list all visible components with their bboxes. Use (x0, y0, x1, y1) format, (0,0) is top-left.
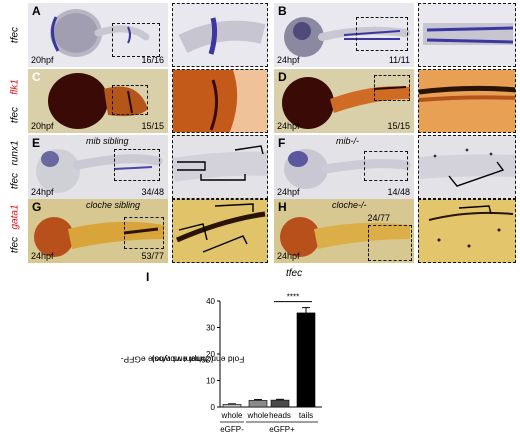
embryo-b (284, 17, 410, 57)
stage-d: 24hpf (277, 121, 300, 131)
panel-letter-b: B (278, 4, 287, 18)
x-tick-label: heads (269, 411, 291, 420)
count-h: 24/77 (367, 213, 390, 223)
bar (222, 404, 242, 408)
condition-h: cloche-/- (332, 200, 367, 210)
stage-e: 24hpf (31, 187, 54, 197)
x-tick-label: whole (221, 411, 243, 420)
row-2: tfec flk1 C 20hpf 15/15 D 24hpf 15/15 (0, 69, 520, 133)
panel-letter-g: G (32, 200, 42, 214)
zoom-b (418, 3, 516, 67)
row-4-label: tfec gata1 (9, 204, 21, 254)
stage-h: 24hpf (277, 251, 300, 261)
embryo-c (48, 73, 148, 129)
embryo-e (36, 149, 163, 193)
roi-box-h (368, 225, 412, 261)
x-tick-label: tails (299, 411, 313, 420)
count-g: 53/77 (141, 251, 164, 261)
y-tick-label: 10 (206, 377, 215, 386)
panel-letter-c: C (32, 70, 41, 84)
embryo-h (280, 217, 410, 257)
condition-f: mib-/- (336, 136, 359, 146)
row-4: tfec gata1 cloche sibling G 24hpf 53/77 … (0, 199, 520, 263)
embryo-g (34, 217, 164, 257)
y-tick-label: 20 (206, 350, 215, 359)
y-tick-label: 30 (206, 324, 215, 333)
panel-e: mib sibling E 24hpf 34/48 (28, 135, 168, 199)
stage-g: 24hpf (31, 251, 54, 261)
embryo-f (284, 149, 411, 189)
condition-e: mib sibling (86, 136, 129, 146)
zoom-d (418, 69, 516, 133)
stage-a: 20hpf (31, 55, 54, 65)
count-f: 14/48 (387, 187, 410, 197)
row-3-label: tfec runx1 (9, 140, 21, 190)
stage-b: 24hpf (277, 55, 300, 65)
row-3: tfec runx1 mib sibling E 24hpf 34/48 mib… (0, 135, 520, 199)
panel-letter-d: D (278, 70, 287, 84)
stage-c: 20hpf (31, 121, 54, 131)
embryo-d (282, 77, 410, 129)
y-tick-label: 0 (211, 403, 216, 412)
stage-f: 24hpf (277, 187, 300, 197)
roi-box-d (374, 75, 410, 101)
panel-letter-a: A (32, 4, 41, 18)
roi-box-g (124, 217, 164, 249)
panel-f: mib-/- F 24hpf 14/48 (274, 135, 414, 199)
group-label: eGFP+ (269, 425, 295, 434)
significance-label: **** (287, 293, 299, 302)
count-e: 34/48 (141, 187, 164, 197)
panel-d: D 24hpf 15/15 (274, 69, 414, 133)
count-a: 16/16 (141, 55, 164, 65)
count-d: 15/15 (387, 121, 410, 131)
panel-letter-f: F (278, 136, 286, 150)
panel-h: cloche-/- H 24hpf 24/77 (274, 199, 414, 263)
roi-box-a (112, 23, 160, 57)
roi-box-c (112, 85, 148, 115)
roi-box-f (364, 151, 408, 181)
condition-g: cloche sibling (86, 200, 141, 210)
panel-a: A 20hpf 16/16 (28, 3, 168, 67)
bar (248, 400, 268, 408)
count-b: 11/11 (388, 55, 410, 65)
roi-box-b (356, 17, 408, 51)
panel-letter-e: E (32, 136, 41, 150)
roi-box-e (114, 149, 160, 181)
row-1: tfec A 20hpf 16/16 B 24hpf 11/11 (0, 3, 520, 67)
panel-letter-h: H (278, 200, 287, 214)
panel-i-letter: I (146, 270, 150, 284)
chart-title: tfec (286, 268, 303, 279)
zoom-h (418, 199, 516, 263)
bar (296, 312, 316, 408)
zoom-e (172, 135, 268, 199)
panel-c: C 20hpf 15/15 (28, 69, 168, 133)
zoom-c (172, 69, 268, 133)
panel-g: cloche sibling G 24hpf 53/77 (28, 199, 168, 263)
zoom-f (418, 135, 516, 199)
zoom-g (172, 199, 268, 263)
bar (270, 399, 290, 408)
row-2-label: tfec flk1 (9, 79, 21, 124)
panel-b: B 24hpf 11/11 (274, 3, 414, 67)
embryo-a (50, 9, 150, 57)
count-c: 15/15 (141, 121, 164, 131)
zoom-a (172, 3, 268, 67)
row-1-label: tfec (9, 26, 21, 44)
y-tick-label: 40 (206, 297, 215, 306)
x-tick-label: whole (247, 411, 269, 420)
group-label: eGFP- (220, 425, 244, 434)
